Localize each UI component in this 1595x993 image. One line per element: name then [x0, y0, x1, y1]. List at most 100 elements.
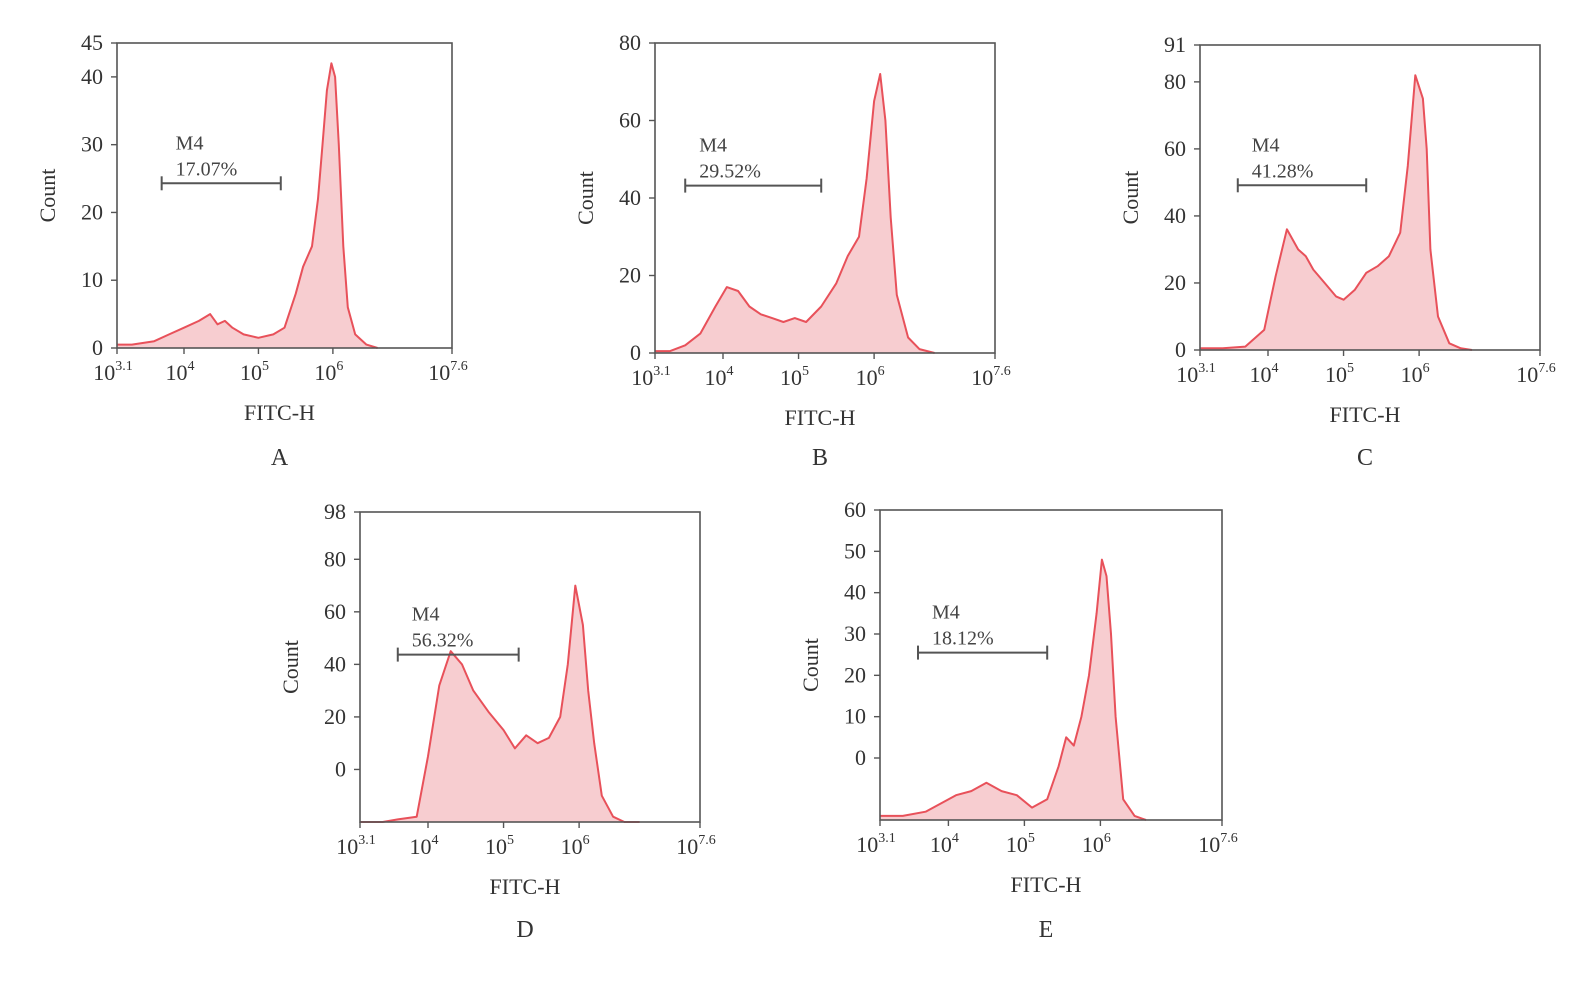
x-axis-title: FITC-H	[1330, 402, 1401, 427]
histogram-line	[117, 62, 378, 349]
panel-letter: E	[1039, 917, 1054, 943]
plot-frame	[116, 42, 453, 349]
y-tick-label: 60	[324, 599, 346, 624]
panel-E: 0 10 20 30 40 50 60 103.1 104 105 106 107.6 FITC-H Co…	[798, 497, 1238, 943]
x-tick-label: 107.6	[1516, 361, 1556, 387]
gate-percent: 41.28%	[1252, 160, 1314, 182]
x-tick-label: 107.6	[676, 833, 716, 859]
panel-letter: B	[812, 445, 828, 471]
y-axis-title: Count	[798, 638, 823, 692]
y-tick-label: 45	[81, 30, 103, 55]
x-axis-title: FITC-H	[490, 874, 561, 899]
y-tick-label: 80	[1164, 69, 1186, 94]
y-tick-label: 98	[324, 499, 346, 524]
y-tick-label: 80	[619, 30, 641, 55]
panel-letter: C	[1357, 445, 1373, 471]
y-tick-label: 20	[324, 704, 346, 729]
x-tick-label: 107.6	[1198, 831, 1238, 857]
x-tick-label: 104	[930, 831, 959, 857]
x-tick-label: 103.1	[336, 833, 376, 859]
y-tick-label: 30	[81, 132, 103, 157]
x-tick-label: 106	[856, 364, 885, 390]
y-tick-label: 40	[81, 64, 103, 89]
y-tick-label: 60	[619, 108, 641, 133]
panel-A: 0 10 20 30 40 45 103.1 104 105 106 107.6 FITC-H Coun…	[35, 30, 468, 471]
panel-C: 0 20 40 60 80 91 103.1 104 105 106 107.6 FITC-H Coun…	[1118, 32, 1556, 471]
y-tick-label: 0	[630, 340, 641, 365]
x-tick-label: 104	[166, 359, 195, 385]
plot-frame	[879, 509, 1223, 821]
x-tick-label: 106	[561, 833, 590, 859]
x-tick-label: 106	[314, 359, 343, 385]
y-axis-title: Count	[35, 169, 60, 223]
y-axis-title: Count	[278, 640, 303, 694]
y-tick-label: 0	[855, 745, 866, 770]
y-tick-label: 0	[1175, 337, 1186, 362]
histogram-line	[880, 558, 1147, 821]
y-tick-label: 20	[1164, 270, 1186, 295]
y-tick-label: 91	[1164, 32, 1186, 57]
x-tick-label: 106	[1401, 361, 1430, 387]
y-tick-label: 60	[1164, 136, 1186, 161]
x-tick-label: 103.1	[1176, 361, 1216, 387]
x-axis-title: FITC-H	[785, 405, 856, 430]
x-axis-title: FITC-H	[244, 400, 315, 425]
x-tick-label: 107.6	[971, 364, 1011, 390]
gate-name: M4	[932, 602, 960, 624]
gate-percent: 17.07%	[176, 158, 238, 180]
gate-name: M4	[1252, 134, 1280, 156]
x-tick-label: 105	[1006, 831, 1035, 857]
y-tick-label: 20	[619, 263, 641, 288]
gate-percent: 56.32%	[412, 630, 474, 652]
panel-letter: D	[516, 917, 533, 943]
gate-name: M4	[699, 135, 727, 157]
histogram-line	[360, 584, 640, 823]
histogram-area	[117, 63, 378, 349]
x-tick-label: 105	[485, 833, 514, 859]
histogram-area	[880, 559, 1146, 820]
histogram-line	[1200, 74, 1473, 351]
y-tick-label: 40	[324, 651, 346, 676]
histogram-area	[1200, 75, 1472, 350]
y-tick-label: 40	[844, 580, 866, 605]
x-tick-label: 105	[240, 359, 269, 385]
y-tick-label: 60	[844, 497, 866, 522]
gate-percent: 18.12%	[932, 628, 994, 650]
y-tick-label: 10	[81, 267, 103, 292]
gate-name: M4	[412, 604, 440, 626]
y-tick-label: 40	[619, 185, 641, 210]
y-axis-title: Count	[1118, 171, 1143, 225]
y-tick-label: 50	[844, 538, 866, 563]
y-tick-label: 40	[1164, 203, 1186, 228]
plot-frame	[1199, 44, 1541, 351]
gate-name: M4	[176, 132, 204, 154]
y-axis-title: Count	[573, 171, 598, 225]
y-tick-label: 20	[81, 199, 103, 224]
y-tick-label: 0	[92, 335, 103, 360]
x-tick-label: 103.1	[856, 831, 896, 857]
panel-letter: A	[271, 445, 289, 471]
y-tick-label: 30	[844, 621, 866, 646]
y-tick-label: 10	[844, 704, 866, 729]
x-tick-label: 103.1	[93, 359, 133, 385]
histogram-line	[655, 73, 935, 354]
y-tick-label: 0	[335, 756, 346, 781]
panel-B: 0 20 40 60 80 103.1 104 105 106 107.6 FITC-H Count M…	[573, 30, 1011, 471]
x-tick-label: 105	[780, 364, 809, 390]
x-tick-label: 104	[410, 833, 439, 859]
y-tick-label: 20	[844, 662, 866, 687]
gate-percent: 29.52%	[699, 161, 761, 183]
y-tick-label: 80	[324, 546, 346, 571]
histogram-area	[360, 585, 640, 822]
x-tick-label: 105	[1325, 361, 1354, 387]
panel-D: 0 20 40 60 80 98 103.1 104 105 106 107.6 FITC-H Coun…	[278, 499, 716, 943]
x-tick-label: 107.6	[428, 359, 468, 385]
x-tick-label: 104	[705, 364, 734, 390]
x-tick-label: 104	[1250, 361, 1279, 387]
x-tick-label: 106	[1082, 831, 1111, 857]
histogram-area	[655, 74, 935, 353]
x-axis-title: FITC-H	[1011, 872, 1082, 897]
plot-frame	[359, 511, 701, 823]
x-tick-label: 103.1	[631, 364, 671, 390]
